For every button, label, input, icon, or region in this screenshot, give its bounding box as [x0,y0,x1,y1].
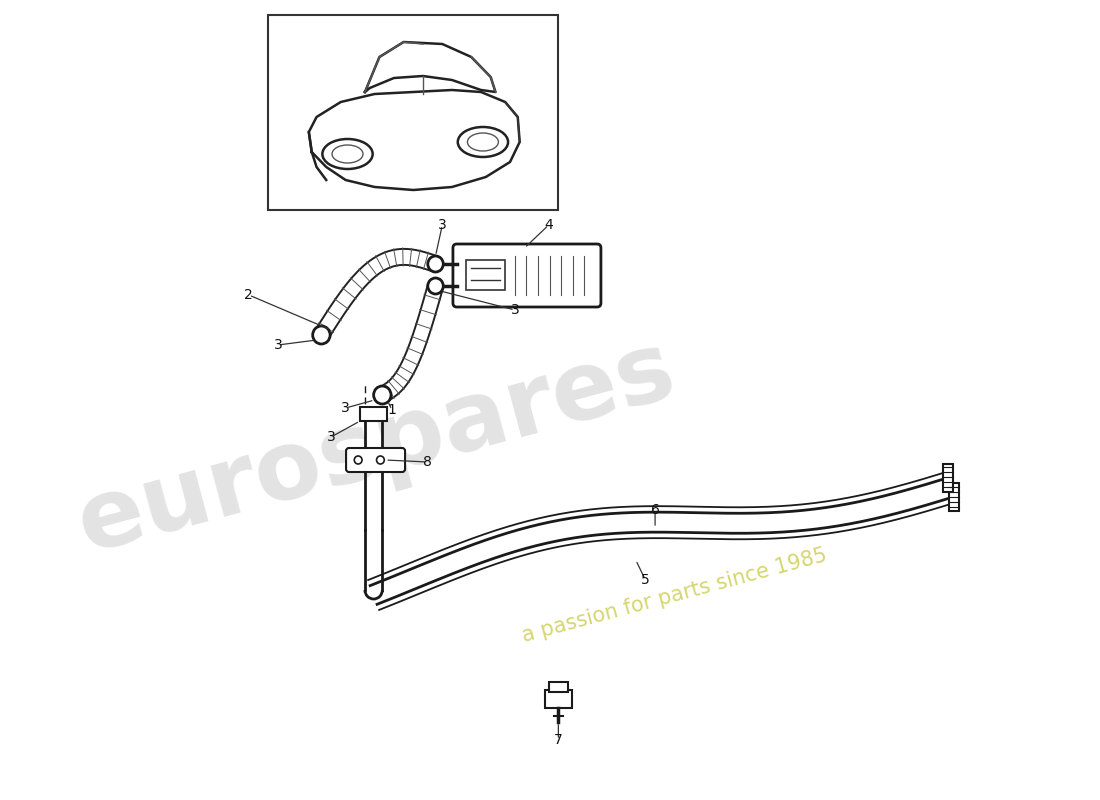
Bar [544,690,572,708]
Text: eurospares: eurospares [68,323,685,573]
Text: 1: 1 [387,403,396,417]
FancyBboxPatch shape [453,244,601,307]
Text: 5: 5 [641,573,650,587]
FancyBboxPatch shape [346,448,405,472]
Bar [949,483,959,511]
Text: 2: 2 [244,288,253,302]
Bar [466,260,505,290]
Bar [268,15,559,210]
Text: 3: 3 [510,303,519,317]
Circle shape [354,456,362,464]
Bar [944,464,953,492]
Text: 3: 3 [341,401,350,415]
Bar [360,407,387,421]
Text: 6: 6 [650,503,660,517]
Text: a passion for parts since 1985: a passion for parts since 1985 [519,546,829,646]
Text: 4: 4 [544,218,553,232]
Bar [549,682,568,692]
Text: 8: 8 [424,455,432,469]
Circle shape [428,256,443,272]
Circle shape [376,456,384,464]
Text: 7: 7 [554,733,563,747]
Text: 3: 3 [438,218,447,232]
Text: 3: 3 [327,430,336,444]
Circle shape [312,326,330,344]
Circle shape [428,278,443,294]
Text: 3: 3 [274,338,283,352]
Circle shape [374,386,390,404]
